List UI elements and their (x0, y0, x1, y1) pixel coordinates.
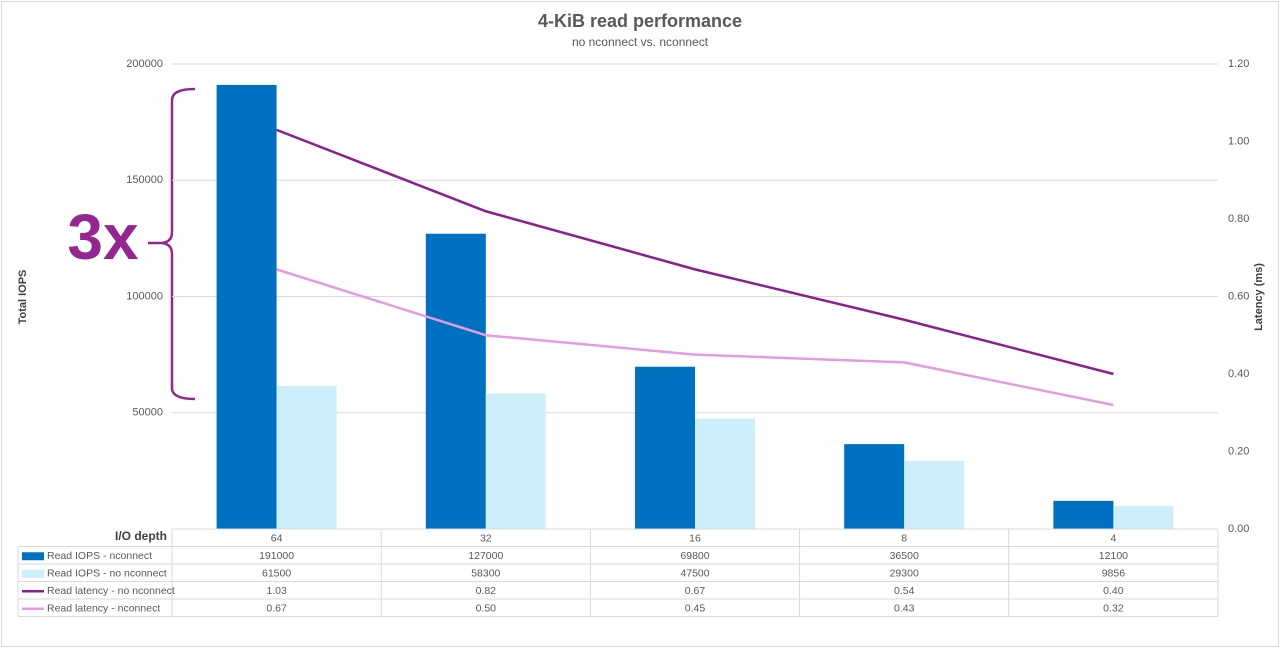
bar (844, 444, 905, 529)
y-tick-label: 150000 (126, 174, 163, 186)
bar (485, 393, 546, 529)
x-tick-label: 4 (1110, 533, 1116, 545)
annotation: 3x (67, 201, 139, 273)
bar (1113, 506, 1174, 529)
y-tick-label: 200000 (126, 58, 163, 70)
table-cell: 1.03 (266, 585, 287, 597)
y-axis-title: Total IOPS (17, 270, 29, 325)
x-tick-label: 64 (271, 533, 283, 545)
table-cell: 0.67 (266, 603, 287, 615)
y2-tick-label: 1.00 (1228, 135, 1249, 147)
table-cell: 9856 (1102, 568, 1126, 580)
y2-tick-label: 0.40 (1228, 368, 1249, 380)
y2-axis-title: Latency (ms) (1253, 263, 1265, 331)
x-axis-title: I/O depth (115, 529, 167, 543)
table-cell: 0.45 (685, 603, 706, 615)
table-cell: 36500 (890, 550, 919, 562)
table-cell: 191000 (259, 550, 294, 562)
y-tick-label: 100000 (126, 290, 163, 302)
y2-tick-label: 1.20 (1228, 58, 1249, 70)
table-cell: 12100 (1099, 550, 1128, 562)
line (276, 268, 1114, 407)
line (276, 128, 1114, 376)
table-cell: 69800 (680, 550, 709, 562)
table-cell: 58300 (471, 568, 500, 580)
bar (276, 386, 337, 529)
legend-swatch (22, 552, 44, 561)
legend-label: Read latency - nconnect (47, 603, 160, 615)
table-cell: 127000 (468, 550, 503, 562)
y2-tick-label: 0.20 (1228, 445, 1249, 457)
table-cell: 0.50 (476, 603, 497, 615)
bracket (148, 87, 196, 401)
legend-label: Read IOPS - nconnect (47, 550, 152, 562)
y2-tick-label: 0.00 (1228, 523, 1249, 535)
table-cell: 0.54 (894, 585, 915, 597)
y-tick-label: 50000 (132, 407, 163, 419)
table-cell: 47500 (680, 568, 709, 580)
table-cell: 61500 (262, 568, 291, 580)
table-cell: 0.43 (894, 603, 915, 615)
legend-label: Read latency - no nconnect (47, 585, 175, 597)
table-cell: 0.82 (476, 585, 497, 597)
chart-title: 4-KiB read performance (538, 11, 742, 31)
x-tick-label: 16 (689, 533, 701, 545)
x-tick-label: 8 (901, 533, 907, 545)
table-cell: 0.40 (1103, 585, 1124, 597)
bar (216, 84, 277, 530)
table-cell: 0.32 (1103, 603, 1124, 615)
table-cell: 29300 (890, 568, 919, 580)
table-cell: 0.67 (685, 585, 706, 597)
x-tick-label: 32 (480, 533, 492, 545)
bar (425, 233, 486, 529)
bar (1053, 500, 1114, 529)
bar (635, 366, 695, 529)
bar (695, 418, 755, 529)
legend-label: Read IOPS - no nconnect (47, 568, 167, 580)
bar (904, 460, 965, 529)
y2-tick-label: 0.60 (1228, 290, 1249, 302)
legend-swatch (22, 569, 44, 578)
y2-tick-label: 0.80 (1228, 213, 1249, 225)
chart-subtitle: no nconnect vs. nconnect (572, 35, 709, 49)
